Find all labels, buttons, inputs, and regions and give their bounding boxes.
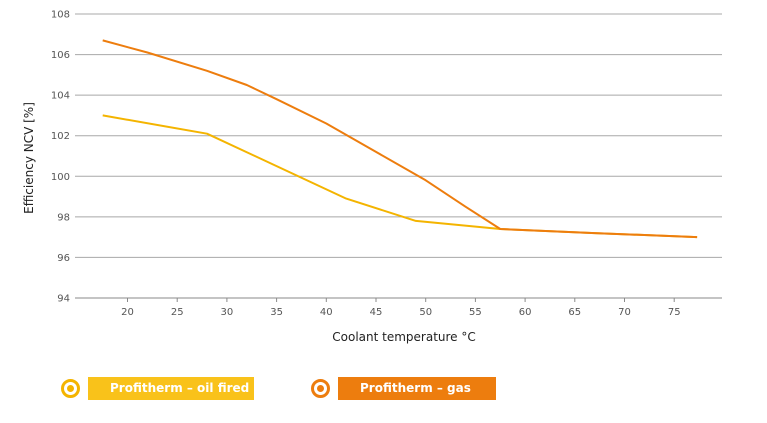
series-lines [102, 39, 698, 239]
x-tick-label: 50 [419, 307, 432, 318]
x-tick-label: 40 [320, 307, 333, 318]
x-tick-label: 65 [568, 307, 581, 318]
series-line-gas-fired [102, 39, 698, 239]
x-tick-label: 70 [618, 307, 631, 318]
x-tick-label: 25 [171, 307, 184, 318]
legend-label-gas: Profitherm – gas fired [338, 377, 496, 418]
y-tick-label: 96 [57, 253, 70, 264]
y-axis-label: Efficiency NCV [%] [22, 102, 36, 214]
x-tick-label: 75 [668, 307, 681, 318]
legend-marker-gas-icon [311, 379, 330, 398]
x-tick-label: 60 [519, 307, 532, 318]
x-tick-label: 55 [469, 307, 482, 318]
x-tick-label: 20 [121, 307, 134, 318]
y-tick-label: 104 [51, 91, 70, 102]
y-tick-label: 100 [51, 172, 70, 183]
x-axis-label: Coolant temperature °C [332, 330, 476, 344]
grid-lines [75, 13, 722, 299]
y-tick-label: 106 [51, 50, 70, 61]
legend-marker-oil-icon [61, 379, 80, 398]
y-tick-label: 102 [51, 131, 70, 142]
y-axis-ticks: 94 96 98 100 102 104 106 108 [51, 10, 70, 305]
legend-label-oil: Profitherm – oil fired [88, 377, 254, 400]
x-axis-ticks: 20 25 30 35 40 45 50 55 60 65 70 75 [121, 298, 681, 318]
y-tick-label: 98 [57, 212, 70, 223]
legend-item-oil: Profitherm – oil fired [61, 377, 254, 400]
x-tick-label: 45 [370, 307, 383, 318]
y-tick-label: 94 [57, 294, 70, 305]
x-tick-label: 35 [270, 307, 283, 318]
legend-item-gas: Profitherm – gas fired [311, 377, 496, 418]
y-tick-label: 108 [51, 10, 70, 21]
x-tick-label: 30 [221, 307, 234, 318]
